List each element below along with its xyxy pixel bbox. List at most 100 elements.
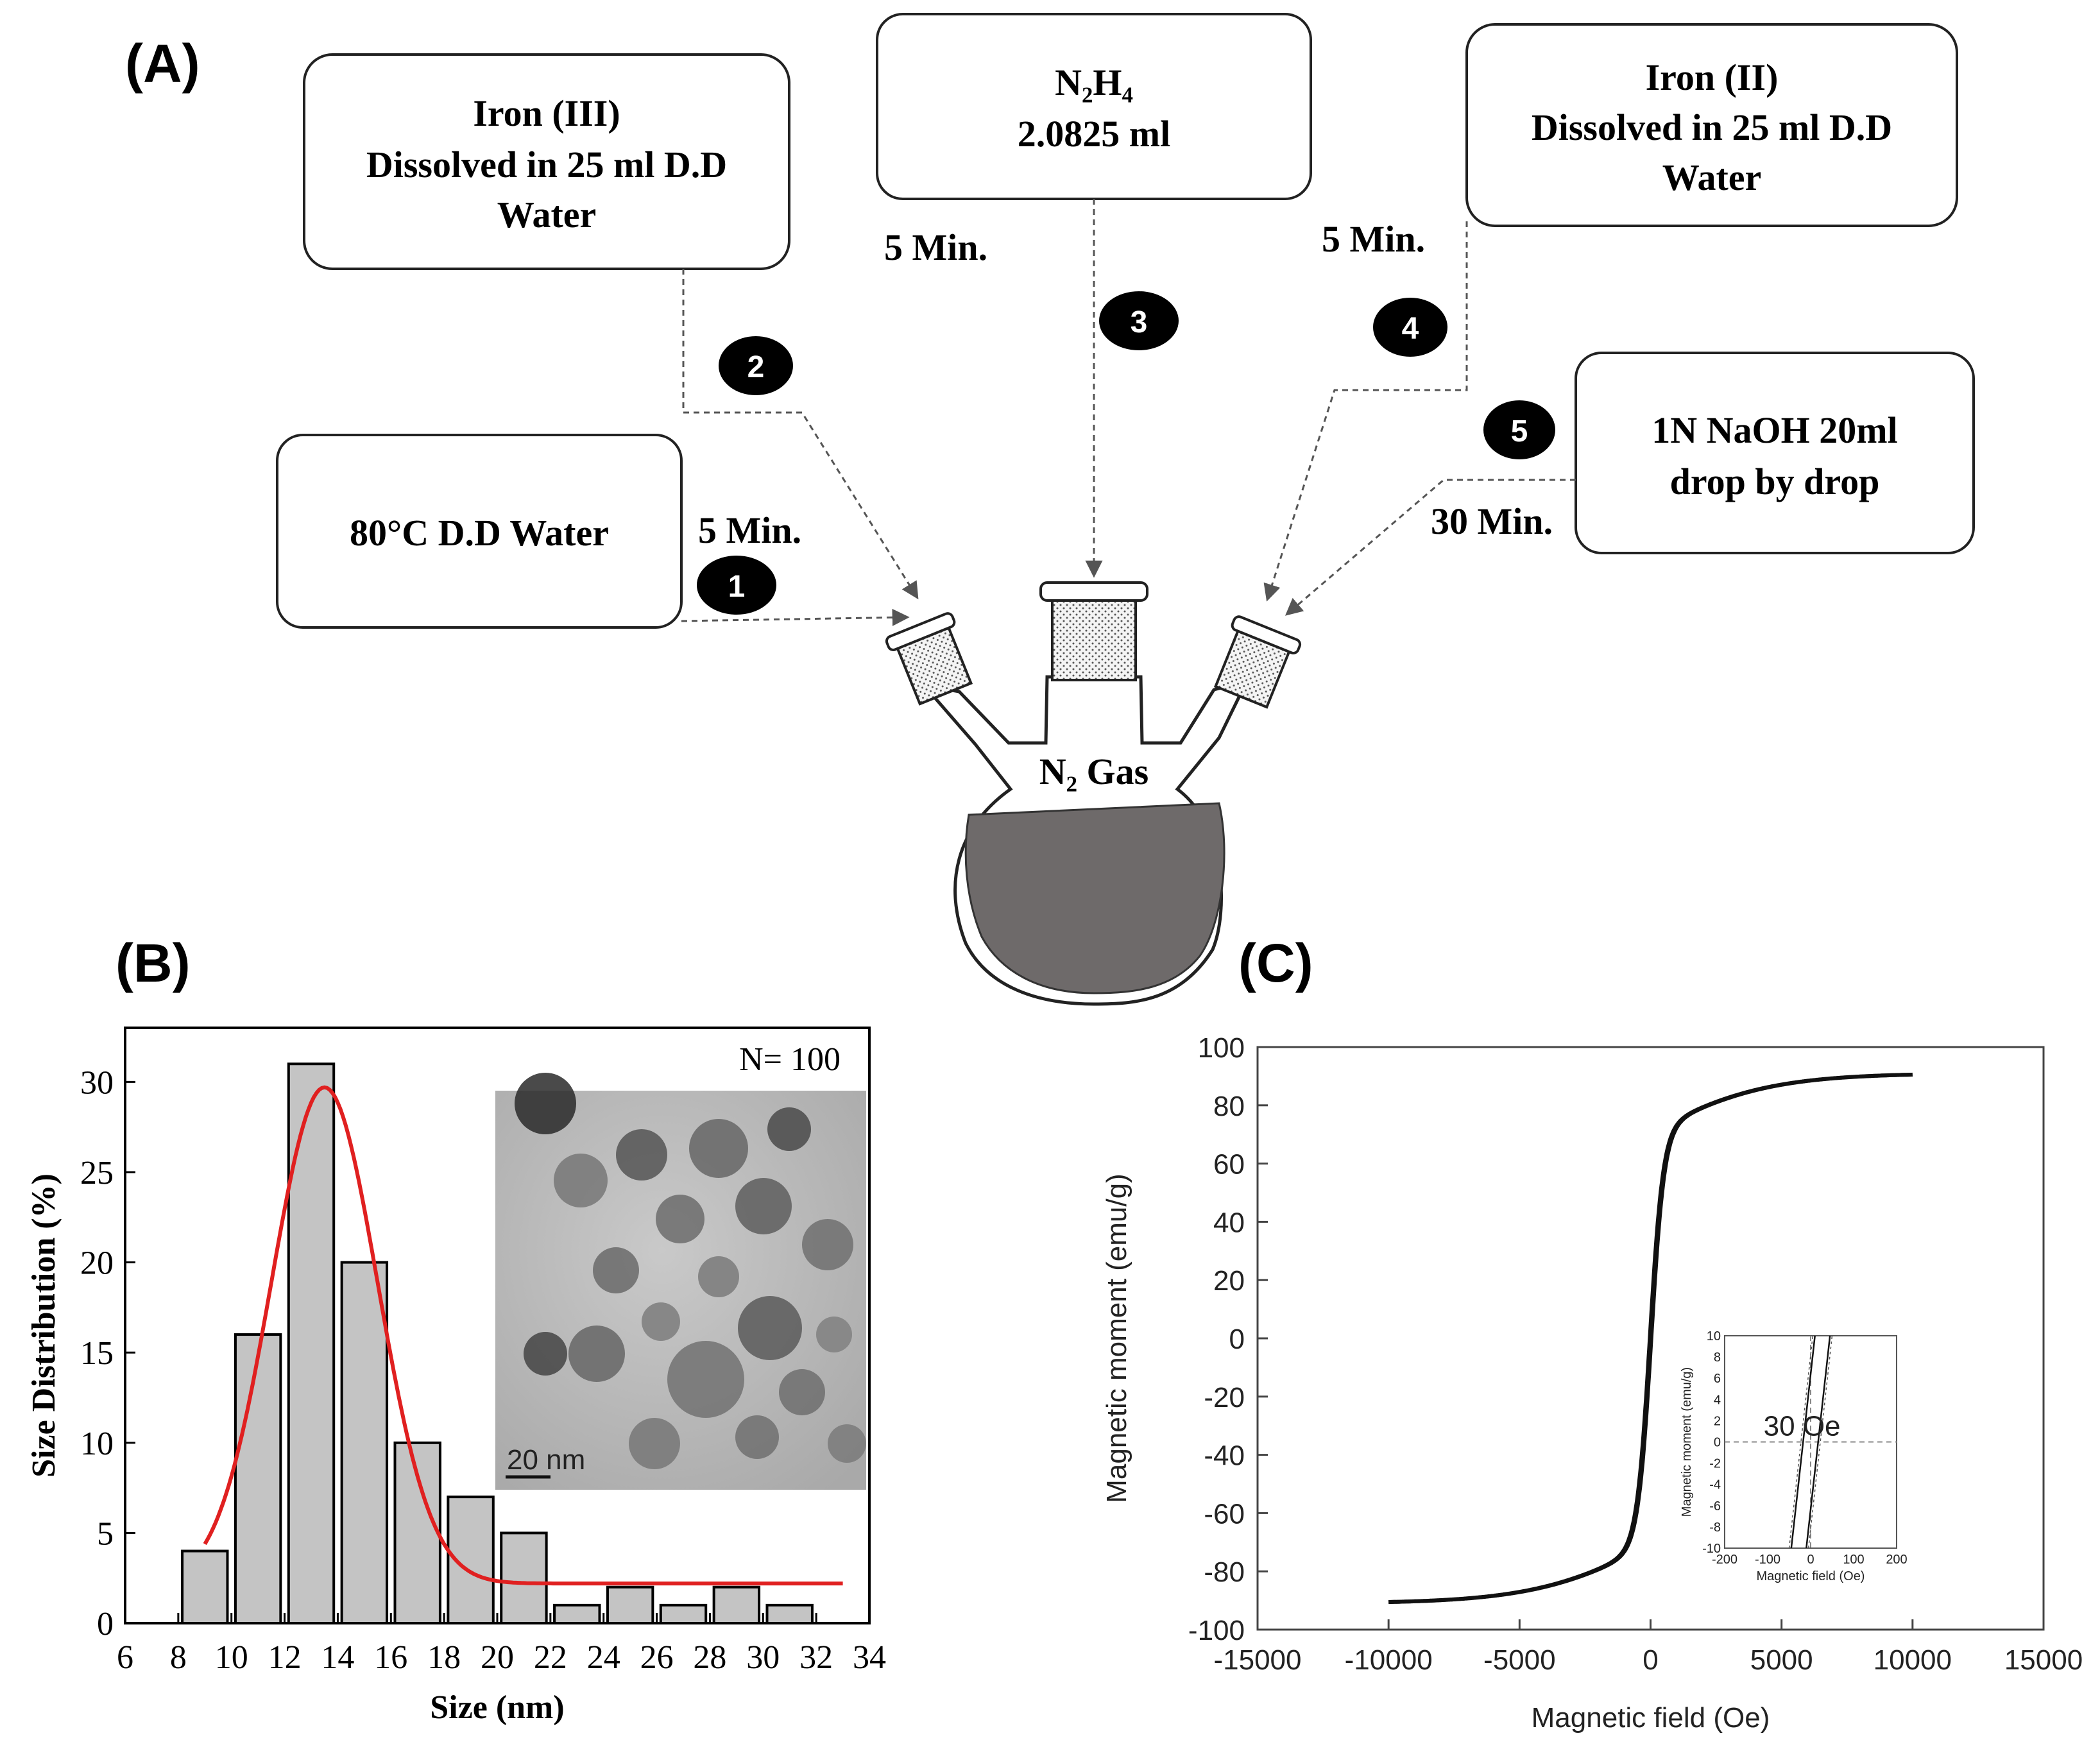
step-1-time: 5 Min. xyxy=(698,509,801,551)
scale-bar-label: 20 nm xyxy=(507,1444,585,1476)
hysteresis-chart: -15000 -10000 -5000 0 5000 10000 15000-100-80-… xyxy=(1101,1032,2083,1734)
nanoparticle xyxy=(816,1317,852,1352)
nanoparticle xyxy=(779,1369,825,1415)
x-tick-label: 10 xyxy=(215,1639,248,1676)
step-5-time: 30 Min. xyxy=(1431,500,1553,542)
bar-11 xyxy=(234,1333,282,1624)
panel-b-label: (B) xyxy=(115,933,191,993)
step-5-line-2: drop by drop xyxy=(1670,461,1880,502)
y-axis-title: Size Distribution (%) xyxy=(26,1173,62,1478)
x-tick-label: -5000 xyxy=(1483,1644,1556,1676)
x-tick-label: 14 xyxy=(321,1639,354,1676)
inset-y-tick-label: 8 xyxy=(1714,1351,1721,1365)
bar-15 xyxy=(340,1261,389,1625)
panel-a-label: (A) xyxy=(125,33,200,94)
step-2-box: Iron (III) Dissolved in 25 ml D.D Water xyxy=(303,53,790,270)
x-tick-label: 10000 xyxy=(1874,1644,1952,1676)
bar-9 xyxy=(181,1549,229,1624)
y-tick-label: 40 xyxy=(1213,1207,1245,1238)
nanoparticle xyxy=(735,1178,792,1234)
y-tick-label: 25 xyxy=(80,1155,114,1191)
bar-29 xyxy=(712,1585,761,1624)
tem-background xyxy=(495,1091,866,1490)
y-tick-label: 100 xyxy=(1198,1032,1245,1064)
bar-27 xyxy=(659,1603,708,1625)
step-3-box: N₂H₄ 2.0825 ml xyxy=(876,13,1312,200)
bar-13 xyxy=(287,1062,336,1624)
panel-c-label: (C) xyxy=(1238,933,1313,993)
x-tick-label: 20 xyxy=(481,1639,514,1676)
nanoparticle xyxy=(642,1302,680,1341)
nanoparticle xyxy=(738,1296,802,1360)
bar-21 xyxy=(500,1531,548,1625)
y-tick-label: 20 xyxy=(1213,1265,1245,1297)
step-2-time: 5 Min. xyxy=(884,226,987,268)
badge-2: 2 xyxy=(719,336,793,395)
coercivity-label: 30 Oe xyxy=(1764,1411,1841,1442)
step-2-line-2: Dissolved in 25 ml D.D xyxy=(366,144,727,185)
x-tick-label: 5000 xyxy=(1750,1644,1813,1676)
x-tick-label: 16 xyxy=(374,1639,407,1676)
x-tick-label: 26 xyxy=(640,1639,674,1676)
x-axis-title: Size (nm) xyxy=(430,1689,564,1726)
step-4-box: Iron (II) Dissolved in 25 ml D.D Water xyxy=(1465,23,1958,227)
nanoparticle xyxy=(515,1073,576,1134)
x-tick-label: 18 xyxy=(427,1639,461,1676)
svg-text:4: 4 xyxy=(1402,312,1419,346)
flask-label: N₂ Gas xyxy=(1039,751,1148,792)
bar-31 xyxy=(765,1603,814,1625)
x-tick-label: 32 xyxy=(799,1639,833,1676)
inset-x-tick-label: 0 xyxy=(1807,1553,1814,1567)
inset-y-tick-label: -10 xyxy=(1702,1542,1721,1556)
y-tick-label: -100 xyxy=(1188,1615,1245,1646)
badge-4: 4 xyxy=(1373,298,1447,357)
x-tick-label: 24 xyxy=(587,1639,620,1676)
x-axis-title: Magnetic field (Oe) xyxy=(1532,1702,1770,1734)
x-tick-label: 6 xyxy=(117,1639,133,1676)
nanoparticle xyxy=(698,1256,739,1297)
nanoparticle xyxy=(593,1247,639,1293)
y-tick-label: 0 xyxy=(97,1606,114,1642)
svg-text:5: 5 xyxy=(1511,414,1528,448)
step-2-line-1: Iron (III) xyxy=(473,92,620,134)
nanoparticle xyxy=(629,1418,680,1469)
nanoparticle xyxy=(616,1129,667,1181)
inset-x-tick-label: 100 xyxy=(1843,1553,1864,1567)
svg-text:3: 3 xyxy=(1131,305,1148,339)
svg-text:1: 1 xyxy=(728,570,746,604)
y-tick-label: -60 xyxy=(1204,1498,1245,1530)
y-tick-label: -40 xyxy=(1204,1440,1245,1472)
nanoparticle xyxy=(689,1119,748,1178)
nanoparticle xyxy=(656,1195,704,1243)
size-distribution-chart: 6 8 10 12 14 16 18 20 22 24 26 28 30 32 34 0 5 10 15 20 25 30… xyxy=(26,1027,886,1726)
gaussian-fit-line xyxy=(203,1085,843,1586)
x-tick-label: 8 xyxy=(170,1639,187,1676)
x-tick-label: 15000 xyxy=(2004,1644,2083,1676)
panel-c: (C) -15000 -10000 -5000 0 5000 10000 15000-100… xyxy=(1101,933,2083,1734)
y-tick-label: 15 xyxy=(80,1335,114,1372)
inset-chart: -200 -100 0 100 200 -10 -8 -6 -4 -2 0 2 4 6 8 10 30 Oe Ma… xyxy=(1680,1329,1908,1583)
inset-y-tick-label: 2 xyxy=(1714,1414,1721,1428)
inset-y-tick-label: -6 xyxy=(1709,1499,1721,1513)
step-4-line-1: Iron (II) xyxy=(1646,56,1779,98)
sample-count-label: N= 100 xyxy=(739,1041,841,1078)
badge-1: 1 xyxy=(697,556,776,615)
y-tick-label: -80 xyxy=(1204,1556,1245,1588)
step-1-text: 80°C D.D Water xyxy=(350,512,609,554)
inset-y-tick-label: -8 xyxy=(1709,1521,1721,1535)
y-axis-title: Magnetic moment (emu/g) xyxy=(1101,1173,1132,1503)
connectors xyxy=(681,199,1576,626)
x-tick-label: 34 xyxy=(853,1639,886,1676)
inset-branch-left xyxy=(1790,1335,1816,1549)
inset-y-tick-label: 6 xyxy=(1714,1372,1721,1386)
nanoparticle xyxy=(802,1219,853,1270)
badge-5: 5 xyxy=(1483,400,1555,459)
x-tick-label: 12 xyxy=(268,1639,302,1676)
nanoparticle xyxy=(524,1332,567,1376)
inset-y-tick-label: -2 xyxy=(1709,1457,1721,1471)
y-tick-label: 80 xyxy=(1213,1091,1245,1122)
step-3-line-2: 2.0825 ml xyxy=(1018,113,1170,155)
bar-23 xyxy=(553,1603,601,1625)
inset-y-tick-label: 4 xyxy=(1714,1393,1721,1407)
inset-y-tick-label: 0 xyxy=(1714,1436,1721,1450)
